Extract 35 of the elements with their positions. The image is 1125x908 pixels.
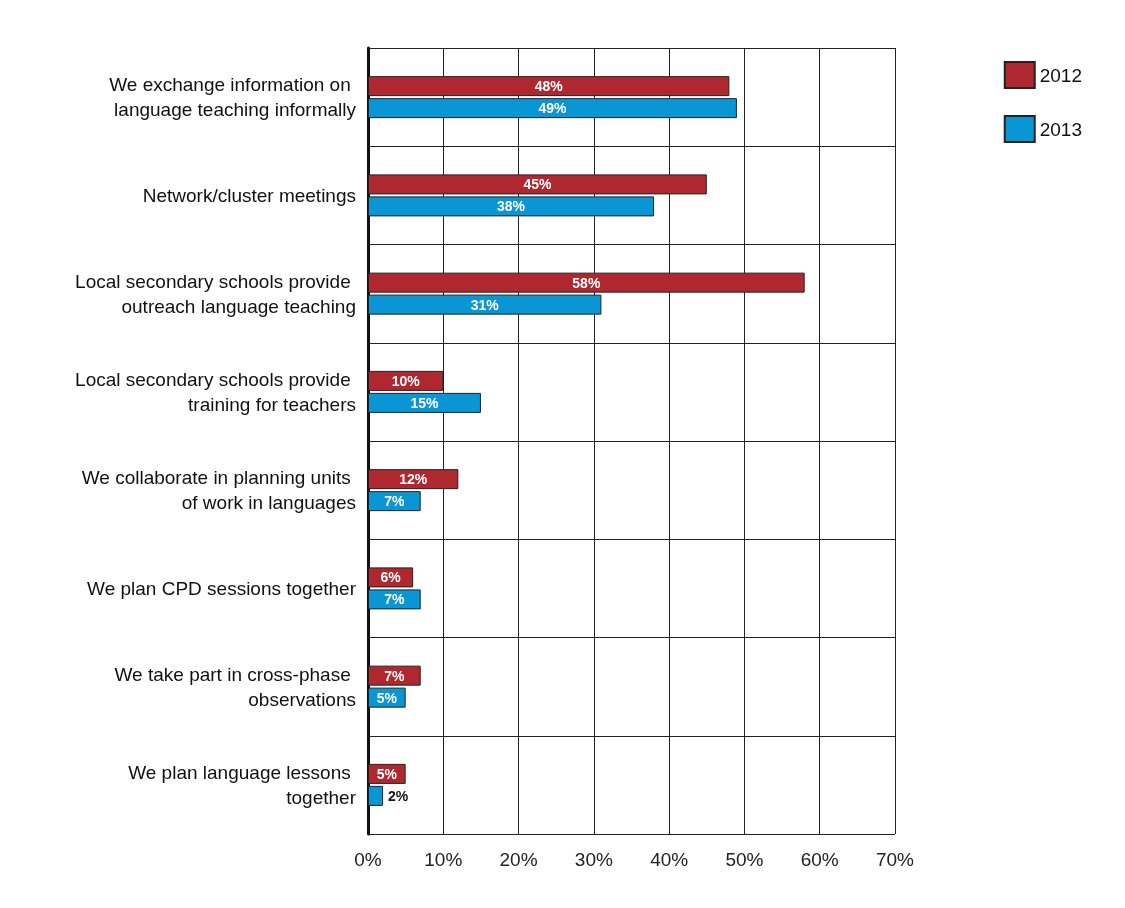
data-label: 6% — [380, 569, 402, 586]
y-tick-label: Network/cluster meetings — [142, 184, 356, 206]
data-label: 5% — [376, 689, 398, 706]
data-label: 5% — [376, 765, 398, 782]
y-tick-label: We plan language lessons together — [128, 761, 357, 808]
y-tick-label: We plan CPD sessions together — [87, 577, 357, 599]
y-tick-label: Local secondary schools provide training for teachers — [75, 368, 356, 415]
data-label: 31% — [470, 296, 500, 313]
data-label: 2% — [388, 787, 409, 804]
data-label: 10% — [391, 372, 421, 389]
y-tick-label: We take part in cross-phase observations — [114, 663, 356, 710]
y-tick-label: We exchange information on language teaching informally — [109, 74, 357, 121]
data-label: 7% — [384, 493, 406, 510]
x-tick-label: 20% — [499, 849, 538, 870]
data-label: 49% — [538, 100, 568, 117]
x-tick-label: 70% — [875, 849, 915, 870]
x-tick-label: 10% — [424, 849, 463, 870]
legend-label: 2012 — [1039, 64, 1083, 86]
x-tick-label: 0% — [354, 849, 382, 870]
x-tick-label: 30% — [574, 849, 613, 870]
data-label: 7% — [384, 591, 406, 608]
legend-label: 2013 — [1039, 118, 1083, 140]
y-tick-label: We collaborate in planning units of work in languages — [81, 467, 356, 514]
bar — [368, 785, 384, 806]
x-tick-label: 60% — [800, 849, 839, 870]
data-label: 58% — [572, 274, 601, 291]
data-label: 15% — [410, 394, 440, 411]
y-tick-label: Local secondary schools provide outreach language teaching — [75, 270, 356, 317]
data-label: 45% — [523, 176, 552, 193]
data-label: 38% — [497, 198, 526, 215]
data-label: 7% — [384, 667, 406, 684]
x-tick-label: 50% — [725, 849, 764, 870]
data-label: 48% — [534, 78, 564, 95]
data-label: 12% — [399, 471, 428, 488]
x-tick-label: 40% — [650, 849, 689, 870]
